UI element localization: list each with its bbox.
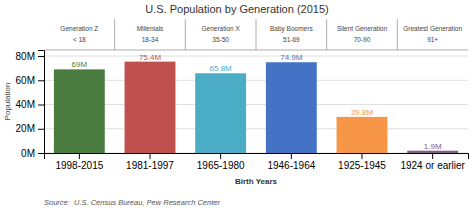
bar [337, 117, 388, 153]
bar [54, 69, 105, 153]
x-tick-mark [432, 153, 433, 159]
data-labels: 69M 75.4M 65.8M 74.9M 29.8M 1.9M [72, 53, 442, 151]
y-tick: 0M [21, 148, 44, 159]
x-tick-mark [79, 153, 80, 159]
y-axis-title: Population [3, 83, 12, 121]
y-tick: 80M [16, 51, 44, 62]
x-tick-mark [362, 153, 363, 159]
bar [195, 73, 246, 153]
y-tick: 20M [16, 123, 44, 134]
x-tick-label: 1981-1997 [126, 160, 174, 171]
header-name: Generation Z [60, 25, 98, 32]
x-tick: 1965-1980 [197, 153, 245, 171]
header-name: Greatest Generation [403, 25, 462, 32]
y-tick-mark [38, 105, 44, 106]
header-name: Silent Generation [337, 25, 388, 32]
data-label: 74.9M [280, 53, 303, 62]
title: U.S. Population by Generation (2015) [145, 3, 328, 15]
y-tick: 40M [16, 99, 44, 110]
header-age: 91+ [427, 36, 438, 43]
x-tick: 1925-1945 [338, 153, 386, 171]
y-axis: 0M 20M 40M 60M 80M [16, 51, 45, 159]
x-tick-label: 1965-1980 [197, 160, 245, 171]
header-age: 35-50 [212, 36, 229, 43]
bar [125, 62, 176, 153]
data-label: 65.8M [210, 64, 233, 73]
data-label: 29.8M [351, 108, 374, 117]
bar [266, 62, 317, 153]
header: Generation Z Millenials Generation X Baby B… [44, 19, 468, 50]
x-tick-mark [220, 153, 221, 159]
data-label: 1.9M [424, 142, 442, 151]
y-tick-mark [38, 129, 44, 130]
y-tick-mark [38, 153, 44, 154]
header-separator [114, 19, 115, 50]
y-axis-line [38, 51, 45, 154]
grid-line [44, 104, 468, 105]
x-axis-line [45, 154, 469, 160]
grid-line [44, 128, 468, 129]
x-tick: 1924 or earlier [400, 153, 465, 171]
header-age: 18-34 [142, 36, 159, 43]
x-tick-label: 1946-1964 [267, 160, 315, 171]
x-tick: 1981-1997 [126, 153, 174, 171]
grid [44, 56, 468, 153]
source: Source: U.S. Census Bureau, Pew Research… [44, 198, 220, 207]
data-label: 69M [72, 60, 88, 69]
header-separator [397, 19, 398, 50]
y-tick-label: 80M [16, 51, 35, 62]
header-name: Generation X [202, 25, 241, 32]
bar [407, 151, 458, 153]
y-tick-label: 60M [16, 75, 35, 86]
y-tick-mark [38, 56, 44, 57]
y-tick-label: 0M [21, 148, 35, 159]
x-tick-label: 1925-1945 [338, 160, 386, 171]
header-separator [256, 19, 257, 50]
y-tick-mark [38, 80, 44, 81]
x-axis: 1998-2015 1981-1997 1965-1980 1946-1964 1925… [45, 153, 469, 171]
header-name: Baby Boomers [270, 25, 313, 33]
header-age: 70-90 [354, 36, 371, 43]
grid-line [44, 80, 468, 81]
grid-line [44, 56, 468, 57]
header-age: 51-69 [283, 36, 300, 43]
x-tick-label: 1998-2015 [55, 160, 103, 171]
x-tick-label: 1924 or earlier [400, 160, 465, 171]
header-name: Millenials [137, 25, 164, 32]
y-tick: 60M [16, 75, 44, 86]
header-separator [185, 19, 186, 50]
chart: 69M 75.4M 65.8M 74.9M 29.8M 1.9M 0M 20M 40M 60M 80… [0, 0, 474, 213]
data-label: 75.4M [139, 53, 162, 62]
y-tick-label: 20M [16, 123, 35, 134]
header-separator [326, 19, 327, 50]
x-axis-title: Birth Years [235, 177, 278, 186]
bars [54, 62, 458, 153]
header-age: < 18 [73, 36, 86, 43]
plot: 69M 75.4M 65.8M 74.9M 29.8M 1.9M 0M 20M 40M 60M 80… [16, 51, 469, 172]
x-tick: 1946-1964 [267, 153, 315, 171]
y-tick-label: 40M [16, 99, 35, 110]
x-tick-mark [291, 153, 292, 159]
x-tick-mark [150, 153, 151, 159]
x-tick: 1998-2015 [55, 153, 103, 171]
